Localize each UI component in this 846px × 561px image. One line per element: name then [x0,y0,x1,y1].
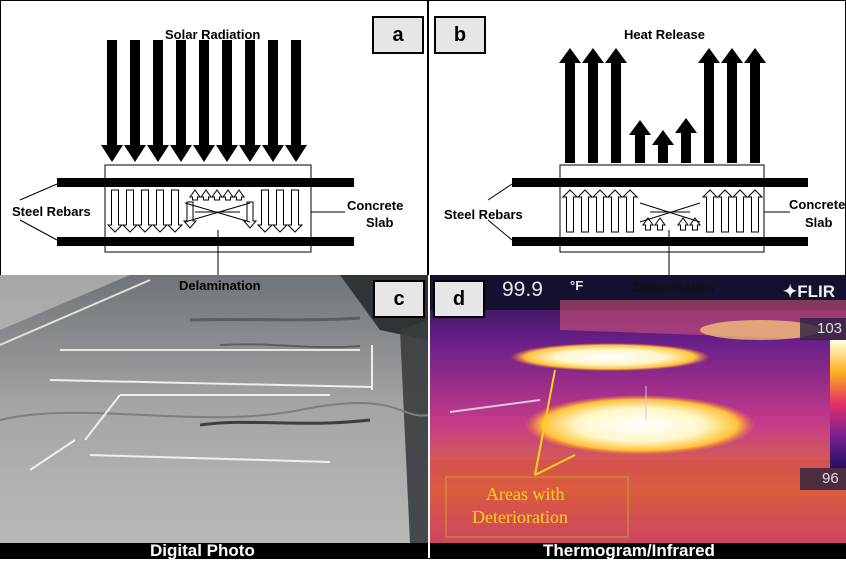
panel-b-steel-rebars-label: Steel Rebars [444,207,523,222]
heat-arrow [582,48,604,163]
panel-d-caption: Thermogram/Infrared [543,541,715,560]
slab-up-arrow [701,189,719,233]
panel-a-rebar-leader-top [19,183,58,201]
heat-arrow [559,48,581,163]
slab-up-arrow [200,189,212,201]
slab-small-up-arrow [642,217,654,231]
solar-arrow [147,40,169,162]
delamination-lines [639,202,701,223]
flir-logo-icon: ✦ [783,282,798,301]
solar-arrow [170,40,192,162]
delamination-lines [184,202,251,223]
panel-a-letter: a [372,16,424,54]
panel-b-slab-outline [559,164,765,253]
slab-up-arrow [189,189,201,201]
slab-up-arrow [211,189,223,201]
slab-up-arrow [591,189,609,233]
heat-arrow [675,118,697,163]
panel-a-delamination-label: Delamination [179,278,261,293]
solar-arrow [239,40,261,162]
panel-d-scale-min: 96 [822,470,839,487]
heat-arrow [605,48,627,163]
panel-c-photo [0,275,429,559]
panel-b-concrete-label: Concrete [789,197,846,212]
panel-a-rebar-leader-bottom [19,219,58,241]
solar-arrow [101,40,123,162]
panel-a-slab-label: Slab [366,215,394,230]
slab-down-arrow [106,189,124,233]
slab-up-arrow [222,189,234,201]
slab-down-arrow [271,189,289,233]
slab-down-arrow [121,189,139,233]
solar-arrow [193,40,215,162]
slab-up-arrow [606,189,624,233]
solar-arrow [124,40,146,162]
slab-down-arrow [256,189,274,233]
panel-a-solar-arrows [101,40,307,162]
panel-b-slab-arrows [561,189,764,233]
panel-b-title: Heat Release [624,27,705,42]
slab-small-up-arrow [677,217,689,231]
panel-d-scale-max: 103 [817,320,843,337]
panel-a-slab-arrows [106,189,304,233]
panel-a-steel-rebars-label: Steel Rebars [12,204,91,219]
panel-c-letter: c [373,280,425,318]
heat-arrow [629,120,651,163]
panel-b-bottom-rebar [512,237,808,246]
slab-down-arrow [286,189,304,233]
panel-b-delamination-label: Delamination [633,280,715,295]
panel-a-top-rebar [57,178,354,187]
panel-d-brand-logo: ✦FLIR [783,282,835,302]
panel-b-rebar-leader-top [487,183,513,201]
slab-up-arrow [576,189,594,233]
heat-arrow [698,48,720,163]
panel-d-temperature: 99.9 [502,278,543,301]
solar-arrow [216,40,238,162]
panel-a-concrete-label: Concrete [347,198,404,213]
slab-up-arrow [731,189,749,233]
panel-b-slab-label: Slab [805,215,833,230]
heat-arrow [744,48,766,163]
slab-up-arrow [716,189,734,233]
solar-arrow [262,40,284,162]
slab-up-arrow [561,189,579,233]
slab-small-up-arrow [654,217,666,231]
panel-d-brand-text: FLIR [797,282,836,301]
slab-down-arrow [151,189,169,233]
panel-b-letter: b [434,16,486,54]
slab-down-arrow [136,189,154,233]
panel-d-thermogram [430,275,846,559]
panel-d-annotation-line1: Areas with [486,484,565,504]
heat-arrow [652,130,674,163]
panel-a-title: Solar Radiation [165,27,261,42]
slab-down-arrow [166,189,184,233]
panel-b-heat-arrows [559,48,766,163]
panel-a-bottom-rebar [57,237,354,246]
slab-up-arrow [746,189,764,233]
panel-c-caption: Digital Photo [150,541,255,560]
slab-up-arrow [233,189,245,201]
panel-d-temperature-unit: °F [570,278,584,293]
panel-a-slab-outline [104,164,312,253]
panel-d-letter: d [433,280,485,318]
slab-up-arrow [621,189,639,233]
solar-arrow [285,40,307,162]
panel-b-top-rebar [512,178,808,187]
panel-d-annotation-line2: Deterioration [472,507,568,527]
panel-b-rebar-leader-bottom [487,219,513,241]
heat-arrow [721,48,743,163]
